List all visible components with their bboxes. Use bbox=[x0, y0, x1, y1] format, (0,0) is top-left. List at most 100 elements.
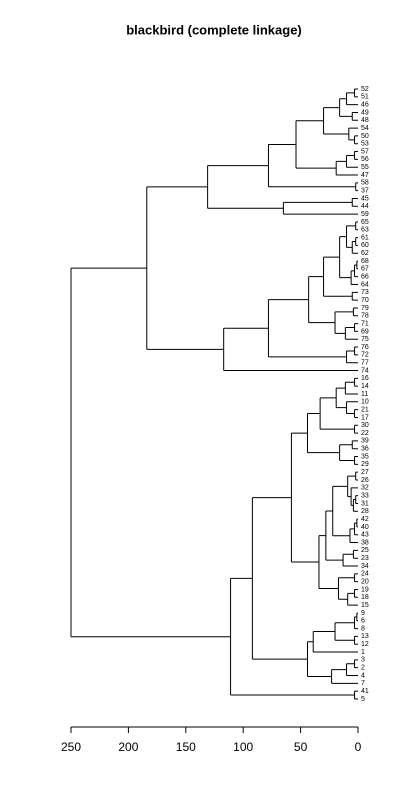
dendrogram-link bbox=[356, 260, 358, 270]
leaf-label: 48 bbox=[361, 117, 369, 124]
dendrogram-link bbox=[295, 120, 337, 169]
leaf-label: 19 bbox=[361, 586, 369, 593]
leaf-label: 13 bbox=[361, 633, 369, 640]
leaf-label: 41 bbox=[361, 688, 369, 695]
dendrogram-link bbox=[349, 528, 358, 544]
dendrogram-link bbox=[348, 127, 358, 141]
leaf-label: 53 bbox=[361, 141, 369, 148]
leaf-label: 44 bbox=[361, 203, 369, 210]
dendrogram-link bbox=[354, 346, 358, 356]
leaf-label: 40 bbox=[361, 524, 369, 531]
dendrogram-link bbox=[354, 588, 358, 598]
leaf-label: 65 bbox=[361, 219, 369, 226]
leaf-label: 2 bbox=[361, 665, 365, 672]
leaf-label: 33 bbox=[361, 492, 369, 499]
leaf-label: 76 bbox=[361, 344, 369, 351]
leaf-label: 70 bbox=[361, 297, 369, 304]
leaf-label: 32 bbox=[361, 485, 369, 492]
leaf-label: 68 bbox=[361, 258, 369, 265]
leaf-label: 66 bbox=[361, 274, 369, 281]
leaf-label: 67 bbox=[361, 266, 369, 273]
dendrogram-link bbox=[354, 522, 358, 536]
dendrogram-link bbox=[334, 311, 354, 334]
leaf-label: 52 bbox=[361, 86, 369, 93]
leaf-label: 63 bbox=[361, 227, 369, 234]
leaf-label: 35 bbox=[361, 453, 369, 460]
x-tick-label: 100 bbox=[233, 740, 253, 754]
leaf-label: 23 bbox=[361, 555, 369, 562]
dendrogram-link bbox=[335, 160, 358, 176]
dendrogram-link bbox=[354, 151, 358, 160]
leaf-label: 3 bbox=[361, 657, 365, 664]
dendrogram-link bbox=[346, 663, 358, 676]
leaf-label: 36 bbox=[361, 446, 369, 453]
dendrogram-link bbox=[351, 291, 358, 301]
leaf-label: 20 bbox=[361, 579, 369, 586]
leaf-label: 71 bbox=[361, 320, 369, 327]
dendrogram-link bbox=[306, 641, 332, 677]
dendrogram-link bbox=[251, 497, 308, 660]
dendrogram-link bbox=[312, 631, 358, 653]
dendrogram-link bbox=[146, 186, 224, 350]
dendrogram-link bbox=[346, 350, 358, 364]
dendrogram-link bbox=[354, 690, 358, 700]
dendrogram-link bbox=[306, 413, 340, 454]
dendrogram-link bbox=[346, 92, 358, 106]
dendrogram-link bbox=[354, 88, 358, 98]
leaf-label: 45 bbox=[361, 195, 369, 202]
leaf-label: 64 bbox=[361, 281, 369, 288]
dendrogram-link bbox=[308, 276, 336, 324]
leaf-label: 56 bbox=[361, 156, 369, 163]
leaf-label: 51 bbox=[361, 94, 369, 101]
dendrogram-link bbox=[351, 111, 358, 121]
dendrogram-link bbox=[354, 616, 358, 630]
leaf-label: 29 bbox=[361, 461, 369, 468]
leaf-label: 16 bbox=[361, 375, 369, 382]
leaf-label: 72 bbox=[361, 352, 369, 359]
leaf-label: 8 bbox=[361, 625, 365, 632]
leaf-label: 31 bbox=[361, 500, 369, 507]
leaf-label: 10 bbox=[361, 399, 369, 406]
dendrogram-link bbox=[323, 256, 353, 297]
leaf-label: 61 bbox=[361, 234, 369, 241]
leaf-label: 24 bbox=[361, 571, 369, 578]
x-tick-label: 150 bbox=[176, 740, 196, 754]
leaf-label: 17 bbox=[361, 414, 369, 421]
leaf-label: 60 bbox=[361, 242, 369, 249]
leaf-label: 21 bbox=[361, 406, 369, 413]
leaf-label: 77 bbox=[361, 360, 369, 367]
leaf-label: 15 bbox=[361, 602, 369, 609]
dendrogram-link bbox=[354, 456, 358, 465]
dendrogram-link bbox=[355, 221, 358, 231]
leaf-label: 27 bbox=[361, 469, 369, 476]
leaf-label: 69 bbox=[361, 328, 369, 335]
leaf-label: 12 bbox=[361, 641, 369, 648]
dendrogram-link bbox=[352, 307, 358, 317]
dendrogram-link bbox=[356, 518, 358, 528]
leaf-label: 54 bbox=[361, 125, 369, 132]
leaf-label: 43 bbox=[361, 532, 369, 539]
dendrogram-link bbox=[347, 475, 356, 498]
leaf-label: 73 bbox=[361, 289, 369, 296]
leaf-label: 57 bbox=[361, 148, 369, 155]
dendrogram-link bbox=[339, 236, 352, 279]
dendrogram-link bbox=[350, 487, 358, 506]
dendrogram-link bbox=[346, 154, 358, 168]
x-tick-label: 0 bbox=[355, 740, 362, 754]
dendrogram-link bbox=[334, 622, 355, 641]
chart-title: blackbird (complete linkage) bbox=[126, 22, 302, 37]
dendrogram-link bbox=[344, 327, 358, 340]
dendrogram-link bbox=[267, 143, 356, 188]
x-tick-label: 200 bbox=[118, 740, 138, 754]
dendrogram-link bbox=[230, 577, 355, 696]
leaf-label: 37 bbox=[361, 188, 369, 195]
dendrogram-link bbox=[352, 549, 358, 559]
dendrogram-link bbox=[356, 612, 358, 622]
leaf-label: 58 bbox=[361, 180, 369, 187]
leaf-label: 18 bbox=[361, 594, 369, 601]
leaf-label: 50 bbox=[361, 133, 369, 140]
leaf-label: 46 bbox=[361, 101, 369, 108]
leaf-label: 78 bbox=[361, 313, 369, 320]
dendrogram-link bbox=[282, 201, 358, 215]
